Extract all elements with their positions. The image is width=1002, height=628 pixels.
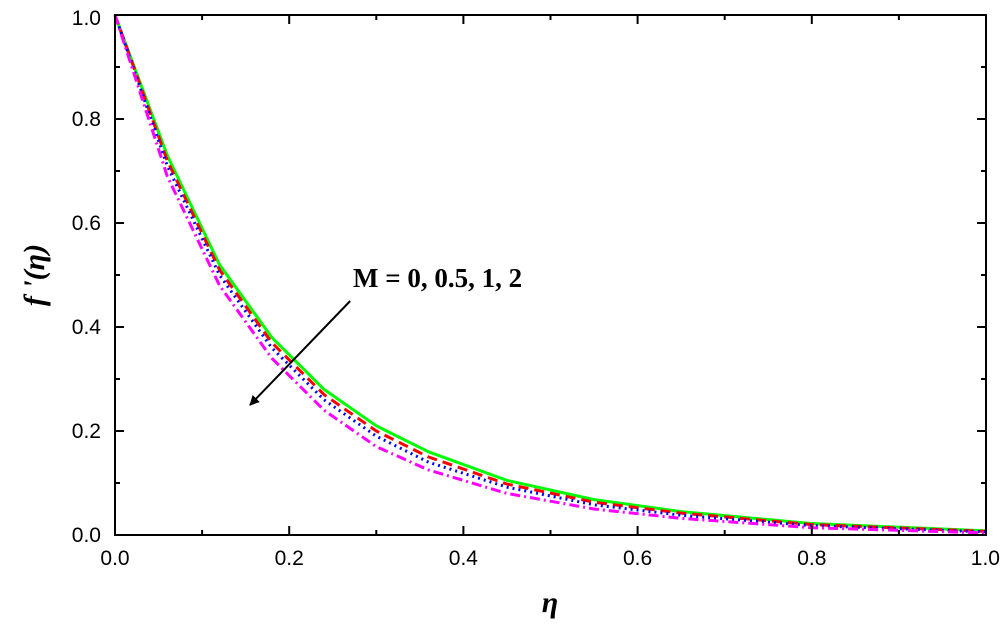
series-line-3	[113, 14, 987, 534]
y-tick-label: 1.0	[72, 7, 101, 30]
x-tick-label: 0.4	[449, 547, 479, 570]
y-tick-label: 0.2	[72, 420, 101, 443]
series-layer	[113, 14, 987, 535]
x-tick-label: 0.0	[100, 547, 129, 570]
annotation-text: M = 0, 0.5, 1, 2	[353, 263, 522, 293]
series-line-4	[113, 14, 987, 535]
x-tick-label: 0.8	[797, 547, 826, 570]
annotation-layer: M = 0, 0.5, 1, 2	[249, 263, 522, 406]
x-tick-label: 0.6	[623, 547, 652, 570]
y-tick-label: 0.6	[72, 212, 101, 235]
series-line-1	[113, 14, 987, 533]
annotation-arrow	[249, 300, 351, 406]
x-tick-label: 1.0	[971, 547, 1000, 570]
ticks-layer	[114, 14, 987, 536]
series-line-2	[113, 14, 987, 533]
x-tick-label: 0.2	[275, 547, 304, 570]
x-axis-title: η	[542, 586, 558, 619]
y-tick-label: 0.0	[72, 524, 101, 547]
tick-labels-layer: 0.0 0.2 0.4 0.6 0.8 1.0 0.0 0.2 0.4 0.6 0.8 1.0	[72, 7, 1000, 570]
plot-frame	[114, 14, 987, 536]
y-axis-title: f '(η)	[18, 244, 51, 306]
y-tick-label: 0.4	[72, 316, 102, 339]
y-tick-label: 0.8	[72, 108, 101, 131]
